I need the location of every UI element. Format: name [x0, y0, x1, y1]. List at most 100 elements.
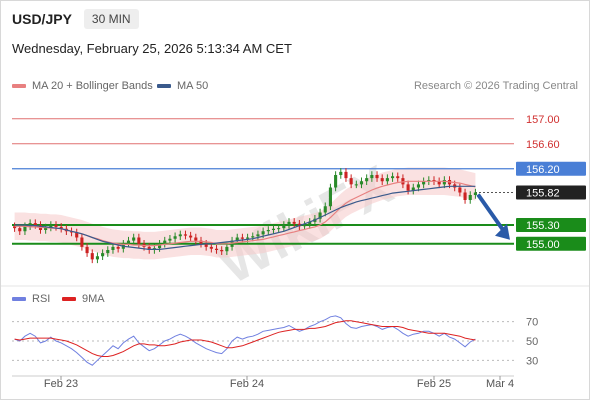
candle-body: [318, 212, 322, 219]
candle-body: [401, 178, 405, 185]
candle-body: [385, 178, 389, 182]
candle-body: [328, 187, 332, 207]
candle-body: [189, 235, 193, 238]
candle-body: [251, 236, 255, 238]
candle-body: [370, 175, 374, 179]
candle-body: [214, 248, 219, 250]
candle-body: [147, 246, 151, 250]
candle-body: [292, 221, 296, 224]
candle-body: [437, 181, 441, 185]
forecast-arrow-head-icon: [495, 223, 510, 240]
candle-body: [209, 246, 213, 249]
candle-body: [432, 180, 436, 182]
ma20-swatch-icon: [12, 84, 26, 88]
candle-body: [271, 228, 276, 230]
timeframe-badge[interactable]: 30 MIN: [83, 9, 139, 29]
candle-body: [183, 234, 188, 236]
candle-body: [220, 250, 224, 252]
candle-body: [95, 256, 99, 260]
level-badge-155.00: [516, 236, 586, 251]
candle-body: [416, 184, 421, 188]
candle-body: [349, 178, 353, 185]
level-label-155.82: 155.82: [526, 188, 560, 200]
forecast-arrow-shaft: [476, 193, 507, 234]
candle-body: [194, 237, 198, 241]
candle-body: [33, 223, 37, 225]
candle-body: [391, 176, 395, 179]
bollinger-band-area: [14, 167, 476, 260]
candle-body: [126, 240, 131, 244]
candle-body: [323, 206, 327, 213]
ma50-line: [14, 185, 476, 250]
candle-body: [204, 243, 208, 247]
legend-ma20-label: MA 20 + Bollinger Bands: [32, 80, 153, 92]
legend-rsi-label: RSI: [32, 293, 51, 305]
x-tick-label: Feb 23: [44, 378, 78, 390]
candle-body: [101, 253, 105, 257]
ma50-swatch-icon: [157, 84, 171, 88]
candle-body: [277, 228, 281, 230]
legend-ma50-label: MA 50: [177, 80, 209, 92]
candle-body: [178, 234, 182, 237]
candle-body: [442, 180, 446, 185]
candle-body: [23, 226, 27, 232]
legend-9ma-label: 9MA: [82, 293, 105, 305]
level-label-155.30: 155.30: [526, 220, 560, 232]
candle-body: [458, 187, 462, 193]
candle-body: [106, 250, 110, 254]
candle-body: [468, 195, 472, 200]
candle-body: [75, 232, 79, 238]
candle-body: [85, 246, 89, 254]
candle-body: [49, 225, 53, 228]
level-label-156.20: 156.20: [526, 164, 560, 176]
candle-body: [240, 237, 244, 239]
candle-body: [18, 228, 22, 232]
candle-body: [427, 180, 431, 182]
candle-body: [334, 175, 338, 188]
chart-header: USD/JPY 30 MIN: [12, 8, 139, 30]
candle-body: [54, 225, 58, 227]
candle-body: [137, 237, 141, 244]
candle-body: [163, 240, 167, 244]
candle-body: [230, 240, 234, 247]
x-tick-label: Feb 25: [417, 378, 451, 390]
candle-body: [287, 221, 291, 225]
candle-body: [59, 226, 63, 229]
candle-body: [80, 237, 84, 247]
candle-body: [158, 243, 162, 249]
candle-body: [28, 223, 32, 227]
candle-body: [225, 246, 229, 252]
candle-body: [168, 238, 172, 241]
candle-body: [261, 231, 265, 235]
candle-body: [111, 246, 115, 250]
level-label-156.60: 156.60: [526, 139, 560, 151]
legend-ma20: MA 20 + Bollinger Bands: [12, 80, 153, 92]
candle-body: [411, 187, 415, 191]
candle-body: [339, 171, 343, 175]
rsi-9ma-line: [14, 320, 476, 357]
candle-body: [44, 227, 48, 230]
level-badge-155.82: [516, 185, 586, 200]
candle-body: [354, 184, 358, 186]
x-tick-label: Mar 4: [486, 378, 514, 390]
candle-body: [422, 181, 426, 185]
chart-datetime: Wednesday, February 25, 2026 5:13:34 AM …: [12, 41, 292, 56]
legend-rsi: RSI: [12, 293, 50, 305]
x-tick-label: Feb 24: [230, 378, 264, 390]
candle-body: [282, 225, 286, 229]
9ma-swatch-icon: [62, 297, 76, 301]
candle-body: [199, 240, 203, 244]
candle-body: [308, 221, 312, 225]
rsi-tick-50: 50: [526, 336, 538, 348]
symbol-title: USD/JPY: [12, 11, 72, 27]
credit-text: Research © 2026 Trading Central: [413, 80, 578, 92]
rsi-line: [14, 315, 476, 366]
candle-body: [406, 184, 410, 191]
candle-body: [266, 230, 270, 232]
candle-body: [173, 236, 177, 239]
candle-body: [359, 181, 364, 185]
candle-body: [344, 171, 348, 179]
candle-body: [235, 237, 239, 241]
candle-body: [302, 225, 307, 227]
